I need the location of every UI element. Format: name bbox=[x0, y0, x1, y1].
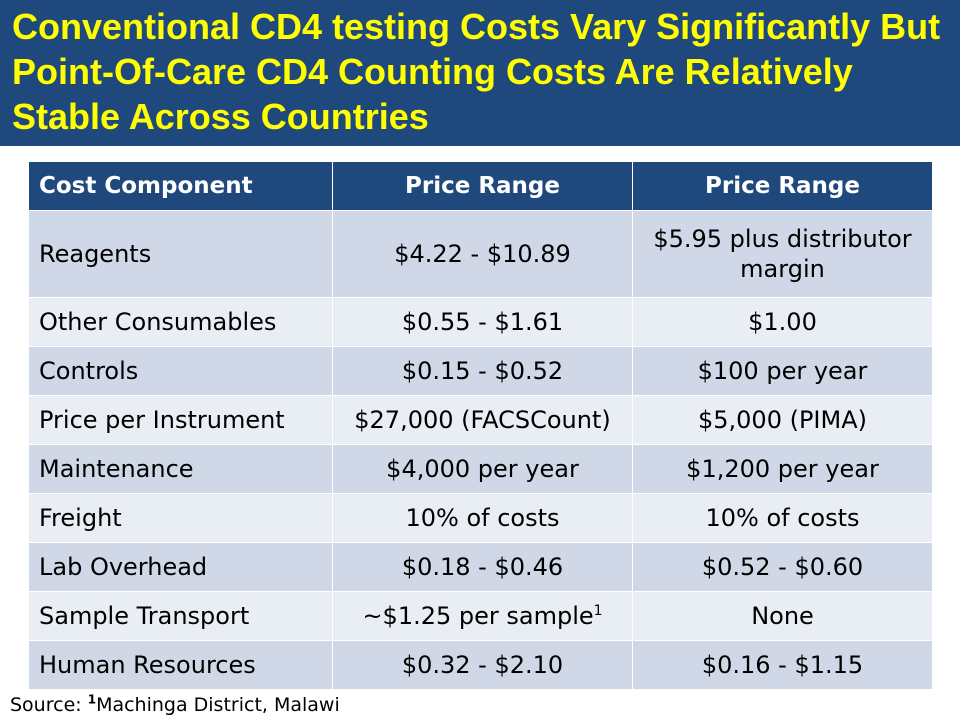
cell-component: Reagents bbox=[28, 210, 333, 298]
title-bar: Conventional CD4 testing Costs Vary Sign… bbox=[0, 0, 960, 146]
cell-conventional-price: $4.22 - $10.89 bbox=[332, 210, 633, 298]
cell-component: Sample Transport bbox=[28, 591, 333, 641]
table-row: Sample Transport ~$1.25 per sample1 None bbox=[28, 591, 933, 641]
cell-component: Lab Overhead bbox=[28, 542, 333, 592]
header-price-range-conventional: Price Range bbox=[332, 162, 633, 211]
source-prefix: Source: bbox=[10, 694, 88, 716]
cell-component: Price per Instrument bbox=[28, 395, 333, 445]
cell-component: Controls bbox=[28, 346, 333, 396]
source-text: Machinga District, Malawi bbox=[96, 694, 340, 716]
cell-component: Other Consumables bbox=[28, 297, 333, 347]
cell-poc-price: $0.52 - $0.60 bbox=[632, 542, 933, 592]
cell-conventional-price: $0.15 - $0.52 bbox=[332, 346, 633, 396]
source-note: Source: 1Machinga District, Malawi bbox=[10, 694, 340, 716]
cost-table: Cost Component Price Range Price Range R… bbox=[28, 162, 933, 690]
table-row: Price per Instrument $27,000 (FACSCount)… bbox=[28, 395, 933, 445]
cell-poc-price: None bbox=[632, 591, 933, 641]
source-footnote-marker: 1 bbox=[87, 692, 97, 707]
cell-poc-price: $1,200 per year bbox=[632, 444, 933, 494]
table-row: Lab Overhead $0.18 - $0.46 $0.52 - $0.60 bbox=[28, 542, 933, 592]
cell-conventional-price: 10% of costs bbox=[332, 493, 633, 543]
cell-poc-price: $100 per year bbox=[632, 346, 933, 396]
header-cost-component: Cost Component bbox=[28, 162, 333, 211]
cell-component: Freight bbox=[28, 493, 333, 543]
cell-conventional-price: $0.18 - $0.46 bbox=[332, 542, 633, 592]
cell-poc-price: $1.00 bbox=[632, 297, 933, 347]
table-header-row: Cost Component Price Range Price Range bbox=[28, 162, 933, 211]
footnote-marker: 1 bbox=[593, 603, 603, 619]
cell-component: Human Resources bbox=[28, 640, 333, 690]
cell-conventional-price: $27,000 (FACSCount) bbox=[332, 395, 633, 445]
cell-poc-price: 10% of costs bbox=[632, 493, 933, 543]
table-row: Maintenance $4,000 per year $1,200 per y… bbox=[28, 444, 933, 494]
cell-conventional-price: ~$1.25 per sample1 bbox=[332, 591, 633, 641]
table-row: Controls $0.15 - $0.52 $100 per year bbox=[28, 346, 933, 396]
table-row: Human Resources $0.32 - $2.10 $0.16 - $1… bbox=[28, 640, 933, 690]
table-row: Other Consumables $0.55 - $1.61 $1.00 bbox=[28, 297, 933, 347]
table-row: Reagents $4.22 - $10.89 $5.95 plus distr… bbox=[28, 210, 933, 298]
cell-conventional-price: $4,000 per year bbox=[332, 444, 633, 494]
conventional-price-text: ~$1.25 per sample bbox=[362, 602, 594, 630]
cell-conventional-price: $0.55 - $1.61 bbox=[332, 297, 633, 347]
cell-poc-price: $5,000 (PIMA) bbox=[632, 395, 933, 445]
slide-title: Conventional CD4 testing Costs Vary Sign… bbox=[12, 6, 941, 137]
cell-poc-price: $5.95 plus distributor margin bbox=[632, 210, 933, 298]
cell-component: Maintenance bbox=[28, 444, 333, 494]
cell-poc-price: $0.16 - $1.15 bbox=[632, 640, 933, 690]
table-row: Freight 10% of costs 10% of costs bbox=[28, 493, 933, 543]
cell-conventional-price: $0.32 - $2.10 bbox=[332, 640, 633, 690]
header-price-range-poc: Price Range bbox=[632, 162, 933, 211]
cost-table-container: Cost Component Price Range Price Range R… bbox=[28, 162, 933, 690]
